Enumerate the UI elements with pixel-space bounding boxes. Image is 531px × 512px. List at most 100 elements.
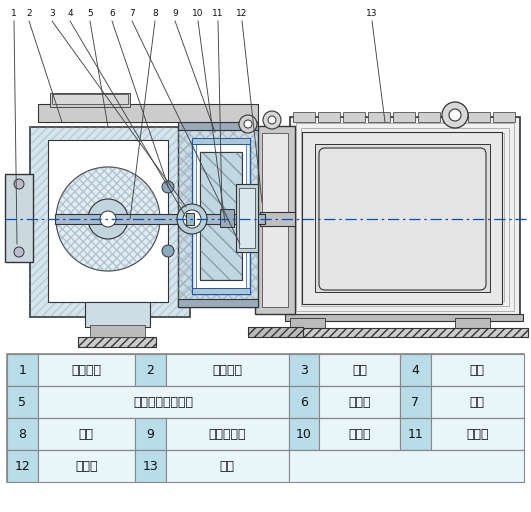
Bar bbox=[7, 354, 524, 482]
Bar bbox=[306, 133, 504, 301]
Bar bbox=[7, 418, 38, 450]
Circle shape bbox=[183, 210, 201, 228]
Bar bbox=[262, 133, 288, 307]
Bar bbox=[278, 328, 528, 337]
Bar bbox=[290, 117, 520, 317]
Text: 联接架: 联接架 bbox=[75, 459, 98, 473]
Bar bbox=[7, 386, 38, 418]
Bar bbox=[135, 418, 166, 450]
Bar bbox=[288, 354, 319, 386]
Bar bbox=[200, 152, 242, 280]
Bar bbox=[192, 288, 250, 294]
Bar bbox=[288, 386, 319, 418]
Text: 静环: 静环 bbox=[352, 364, 367, 376]
Bar bbox=[431, 418, 524, 450]
Bar bbox=[196, 144, 246, 290]
Text: 1: 1 bbox=[11, 10, 17, 18]
Circle shape bbox=[14, 179, 24, 189]
Bar bbox=[368, 112, 390, 122]
Text: 3: 3 bbox=[49, 10, 55, 18]
Text: 隔离套: 隔离套 bbox=[466, 428, 489, 440]
Text: 进口法兰: 进口法兰 bbox=[71, 364, 101, 376]
Bar bbox=[135, 354, 166, 386]
Text: 5: 5 bbox=[19, 395, 27, 409]
Circle shape bbox=[442, 102, 468, 128]
Text: 4: 4 bbox=[411, 364, 419, 376]
Text: 7: 7 bbox=[129, 10, 135, 18]
Bar bbox=[38, 386, 288, 418]
Bar bbox=[166, 354, 288, 386]
Text: 6: 6 bbox=[109, 10, 115, 18]
Text: 动环: 动环 bbox=[470, 364, 485, 376]
Circle shape bbox=[449, 109, 461, 121]
Bar bbox=[38, 104, 258, 122]
Circle shape bbox=[162, 181, 174, 193]
Bar bbox=[48, 140, 168, 302]
Bar bbox=[343, 112, 365, 122]
Circle shape bbox=[100, 211, 116, 227]
Text: 8: 8 bbox=[19, 428, 27, 440]
Bar bbox=[431, 386, 524, 418]
Bar bbox=[30, 127, 190, 317]
Bar bbox=[393, 112, 415, 122]
Bar bbox=[192, 138, 250, 144]
Bar bbox=[293, 112, 315, 122]
Bar bbox=[78, 337, 156, 347]
Bar bbox=[302, 132, 502, 304]
Text: 10: 10 bbox=[296, 428, 312, 440]
Text: 密封圈: 密封圈 bbox=[348, 395, 371, 409]
Text: 11: 11 bbox=[407, 428, 423, 440]
Text: 泵轴: 泵轴 bbox=[79, 428, 94, 440]
Text: 3: 3 bbox=[300, 364, 308, 376]
Text: 12: 12 bbox=[236, 10, 247, 18]
Circle shape bbox=[162, 245, 174, 257]
Bar bbox=[178, 299, 258, 307]
Text: 9: 9 bbox=[172, 10, 178, 18]
Circle shape bbox=[239, 115, 257, 133]
Bar bbox=[318, 112, 340, 122]
Bar bbox=[315, 144, 490, 292]
Text: 轴承: 轴承 bbox=[470, 395, 485, 409]
Bar bbox=[319, 418, 400, 450]
Bar bbox=[135, 450, 166, 482]
Text: 12: 12 bbox=[14, 459, 30, 473]
Polygon shape bbox=[56, 167, 160, 271]
Text: 8: 8 bbox=[152, 10, 158, 18]
Bar bbox=[418, 112, 440, 122]
Text: 9: 9 bbox=[146, 428, 154, 440]
Bar bbox=[200, 152, 242, 280]
Text: 2: 2 bbox=[26, 10, 32, 18]
Bar bbox=[255, 126, 295, 314]
Bar bbox=[239, 188, 255, 248]
Bar bbox=[52, 94, 128, 104]
Text: 5: 5 bbox=[87, 10, 93, 18]
Bar bbox=[178, 122, 258, 130]
Text: 1: 1 bbox=[19, 364, 27, 376]
Bar bbox=[85, 302, 150, 327]
Bar bbox=[38, 418, 135, 450]
Bar bbox=[50, 93, 130, 107]
Bar bbox=[431, 354, 524, 386]
Text: 外磁钢总成: 外磁钢总成 bbox=[208, 428, 246, 440]
Bar bbox=[236, 184, 258, 252]
Bar bbox=[493, 112, 515, 122]
Text: 2: 2 bbox=[146, 364, 154, 376]
Bar bbox=[296, 123, 514, 311]
Bar bbox=[400, 418, 431, 450]
Bar bbox=[288, 450, 524, 482]
Text: 泵体衬套: 泵体衬套 bbox=[212, 364, 242, 376]
Bar bbox=[178, 127, 258, 307]
Bar bbox=[178, 127, 258, 307]
Bar bbox=[7, 450, 38, 482]
Bar bbox=[90, 325, 145, 337]
Text: 13: 13 bbox=[142, 459, 158, 473]
Text: 13: 13 bbox=[366, 10, 378, 18]
Bar bbox=[260, 212, 295, 226]
Bar bbox=[166, 418, 288, 450]
Circle shape bbox=[263, 111, 281, 129]
Bar bbox=[319, 354, 400, 386]
Circle shape bbox=[268, 116, 276, 124]
Bar bbox=[166, 450, 288, 482]
Bar bbox=[30, 127, 190, 317]
Bar bbox=[192, 140, 250, 294]
